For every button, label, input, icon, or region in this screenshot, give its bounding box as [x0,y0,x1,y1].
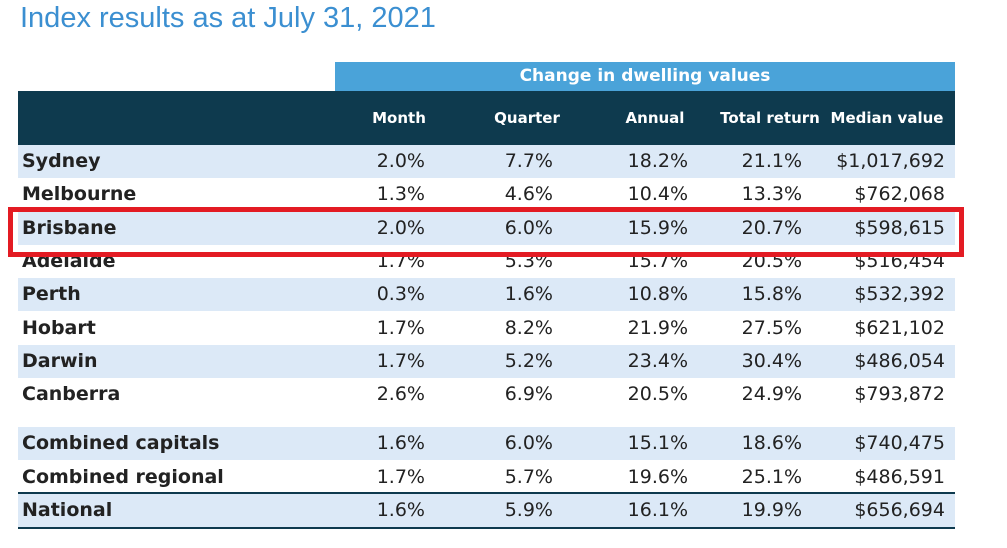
cell-value: 1.6% [376,499,425,521]
cell-value: 6.0% [504,216,553,239]
cell-value: 1.7% [376,316,425,339]
row-label: Darwin [22,349,98,372]
cell-value: 15.1% [627,432,688,455]
cell-value: 20.7% [741,216,802,239]
table-row: Canberra 2.6% 6.9% 20.5% 24.9% $793,872 [18,378,955,412]
rule [18,492,955,494]
cell-value: 16.1% [627,499,688,521]
cell-value: 8.2% [504,316,553,339]
cell-value: 21.1% [741,150,802,172]
cell-value: 2.0% [376,150,425,172]
cell-value: 1.6% [504,283,553,306]
cell-value: 18.6% [741,432,802,455]
header-row [18,91,955,145]
table-row: Hobart 1.7% 8.2% 21.9% 27.5% $621,102 [18,311,955,345]
cell-value: 20.5% [627,383,688,406]
table-row: Combined capitals 1.6% 6.0% 15.1% 18.6% $740,… [18,427,955,461]
column-header: Total return [720,109,820,127]
cell-value: 18.2% [627,150,688,172]
cell-value: $486,591 [854,465,945,488]
group-header: Change in dwelling values [335,62,955,91]
cell-value: 1.7% [376,349,425,372]
cell-value: 5.9% [504,499,553,521]
cell-value: 7.7% [504,150,553,172]
highlight-box [8,207,964,257]
table-row: Melbourne 1.3% 4.6% 10.4% 13.3% $762,068 [18,178,955,212]
table-row: Sydney 2.0% 7.7% 18.2% 21.1% $1,017,692 [18,145,955,178]
table-row: National 1.6% 5.9% 16.1% 19.9% $656,694 [18,494,955,527]
cell-value: 24.9% [741,383,802,406]
row-label: Melbourne [22,183,137,206]
column-header: Median value [830,109,944,127]
cell-value: 10.8% [627,283,688,306]
row-label: Sydney [22,150,101,172]
cell-value: $656,694 [854,499,945,521]
row-label: Canberra [22,383,121,406]
cell-value: 23.4% [627,349,688,372]
row-label: Brisbane [22,216,117,239]
column-header: Annual [625,109,685,127]
cell-value: 13.3% [741,183,802,206]
cell-value: 0.3% [376,283,425,306]
cell-value: 25.1% [741,465,802,488]
cell-value: 30.4% [741,349,802,372]
cell-value: 2.0% [376,216,425,239]
cell-value: $740,475 [854,432,945,455]
cell-value: 6.9% [504,383,553,406]
cell-value: $793,872 [854,383,945,406]
cell-value: 15.8% [741,283,802,306]
cell-value: $486,054 [854,349,945,372]
cell-value: 6.0% [504,432,553,455]
cell-value: 27.5% [741,316,802,339]
row-label: National [22,499,113,521]
cell-value: $762,068 [854,183,945,206]
table-row: Brisbane 2.0% 6.0% 15.9% 20.7% $598,615 [18,211,955,245]
table-row: Darwin 1.7% 5.2% 23.4% 30.4% $486,054 [18,344,955,378]
table-row: Perth 0.3% 1.6% 10.8% 15.8% $532,392 [18,278,955,312]
cell-value: 1.7% [376,465,425,488]
cell-value: $598,615 [854,216,945,239]
cell-value: 1.3% [376,183,425,206]
cell-value: 4.6% [504,183,553,206]
row-label: Combined regional [22,465,224,488]
row-label: Hobart [22,316,96,339]
cell-value: 21.9% [627,316,688,339]
title: Index results as at July 31, 2021 [20,2,436,34]
cell-value: $621,102 [854,316,945,339]
column-header: Month [372,109,426,127]
column-header: Quarter [494,109,560,127]
cell-value: 19.9% [741,499,802,521]
cell-value: 1.6% [376,432,425,455]
row-label: Perth [22,283,81,306]
cell-value: 5.2% [504,349,553,372]
table-row: Combined regional 1.7% 5.7% 19.6% 25.1% $486,… [18,460,955,494]
cell-value: 10.4% [627,183,688,206]
rule [18,527,955,529]
cell-value: 15.9% [627,216,688,239]
cell-value: $532,392 [854,283,945,306]
cell-value: 5.7% [504,465,553,488]
cell-value: $1,017,692 [836,150,945,172]
row-label: Combined capitals [22,432,220,455]
cell-value: 19.6% [627,465,688,488]
cell-value: 2.6% [376,383,425,406]
